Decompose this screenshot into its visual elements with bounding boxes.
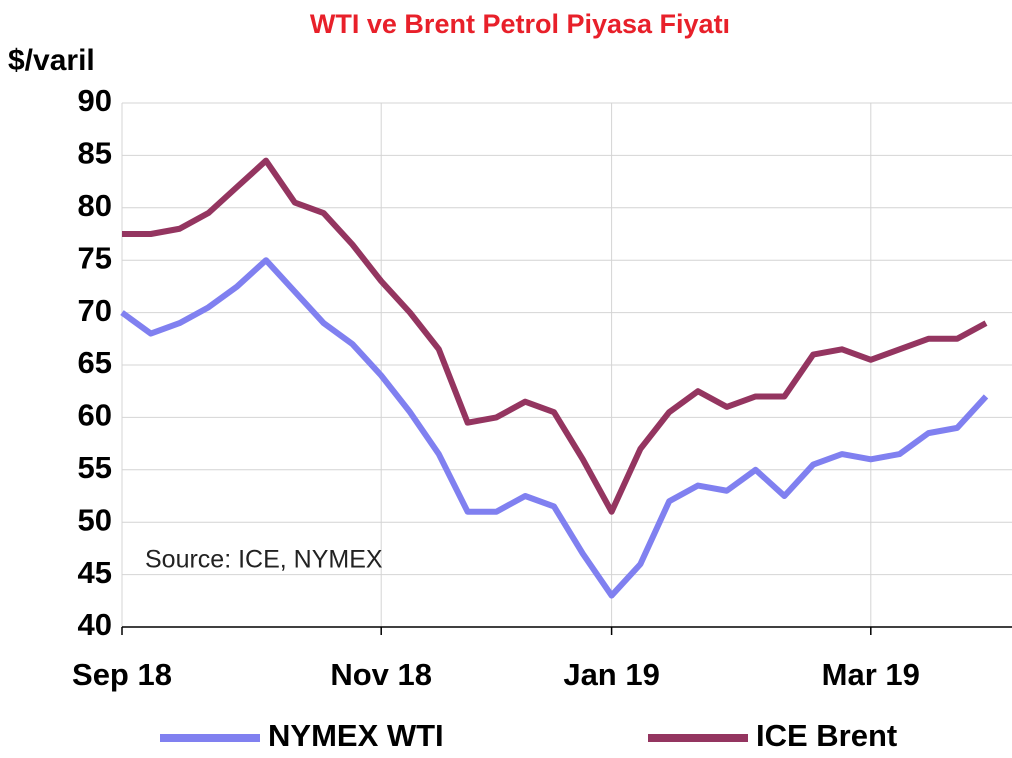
y-tick-label: 80	[78, 188, 112, 223]
x-tick-label: Jan 19	[563, 657, 660, 692]
y-tick-label: 55	[78, 450, 112, 485]
y-tick-label: 75	[78, 240, 112, 275]
chart-title: WTI ve Brent Petrol Piyasa Fiyatı	[310, 9, 730, 39]
annotation: Source: ICE, NYMEX	[145, 546, 383, 574]
x-tick-label: Sep 18	[72, 657, 172, 692]
y-tick-label: 65	[78, 345, 112, 380]
legend-label: ICE Brent	[756, 718, 897, 753]
y-tick-label: 50	[78, 502, 112, 537]
y-tick-label: 60	[78, 398, 112, 433]
y-tick-label: 40	[78, 607, 112, 642]
y-tick-label: 85	[78, 136, 112, 171]
y-axis-label: $/varil	[8, 44, 95, 77]
x-tick-label: Mar 19	[822, 657, 920, 692]
y-tick-label: 70	[78, 293, 112, 328]
legend-label: NYMEX WTI	[268, 718, 444, 753]
series-line	[120, 257, 989, 599]
y-tick-label: 45	[78, 555, 112, 590]
series-line	[122, 157, 988, 515]
y-tick-label: 90	[78, 83, 112, 118]
x-tick-label: Nov 18	[330, 657, 432, 692]
